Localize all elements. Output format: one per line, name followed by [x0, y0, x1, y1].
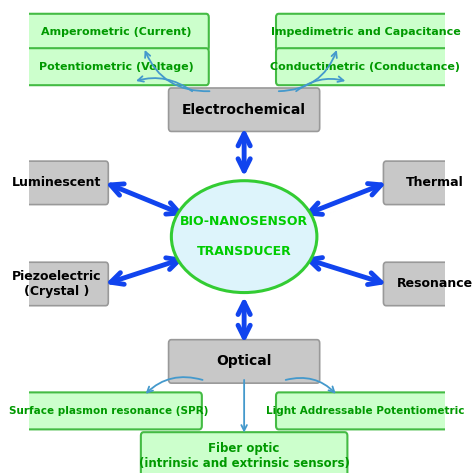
FancyBboxPatch shape [276, 48, 455, 85]
FancyBboxPatch shape [276, 14, 455, 51]
Text: Light Addressable Potentiometric: Light Addressable Potentiometric [266, 406, 465, 416]
FancyBboxPatch shape [276, 392, 455, 429]
Text: TRANSDUCER: TRANSDUCER [197, 245, 292, 258]
Text: Conductimetric (Conductance): Conductimetric (Conductance) [271, 62, 460, 72]
Text: Piezoelectric
(Crystal ): Piezoelectric (Crystal ) [12, 270, 102, 298]
Ellipse shape [172, 181, 317, 292]
FancyBboxPatch shape [141, 432, 347, 474]
Text: Resonance: Resonance [397, 277, 473, 291]
FancyBboxPatch shape [6, 161, 108, 205]
Text: Surface plasmon resonance (SPR): Surface plasmon resonance (SPR) [9, 406, 209, 416]
FancyBboxPatch shape [23, 48, 209, 85]
FancyBboxPatch shape [169, 340, 319, 383]
Text: Luminescent: Luminescent [12, 176, 102, 189]
Text: Amperometric (Current): Amperometric (Current) [41, 27, 191, 37]
FancyBboxPatch shape [383, 262, 474, 306]
FancyBboxPatch shape [383, 161, 474, 205]
Text: Optical: Optical [217, 355, 272, 368]
FancyBboxPatch shape [169, 88, 319, 131]
Text: BIO-NANOSENSOR: BIO-NANOSENSOR [180, 215, 308, 228]
FancyBboxPatch shape [23, 14, 209, 51]
Text: Thermal: Thermal [406, 176, 464, 189]
FancyBboxPatch shape [16, 392, 202, 429]
Text: Impedimetric and Capacitance: Impedimetric and Capacitance [271, 27, 460, 37]
Text: Fiber optic
(intrinsic and extrinsic sensors): Fiber optic (intrinsic and extrinsic sen… [139, 442, 349, 470]
Text: Electrochemical: Electrochemical [182, 103, 306, 117]
Text: Potentiometric (Voltage): Potentiometric (Voltage) [38, 62, 193, 72]
FancyBboxPatch shape [6, 262, 108, 306]
